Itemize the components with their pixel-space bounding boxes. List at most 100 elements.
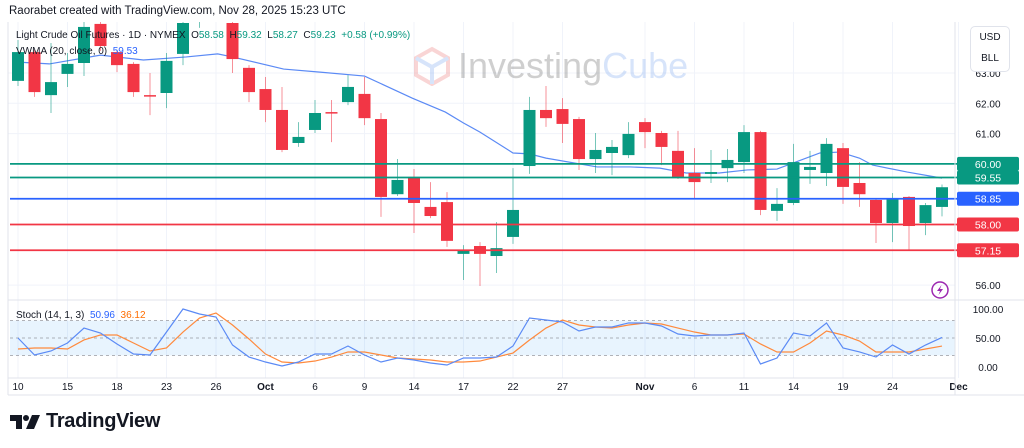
stoch-tick-label: 50.00 [975,334,1000,345]
candle-down [424,206,437,217]
candle-up [309,112,321,130]
x-tick-label: Oct [257,382,274,393]
candle-up [490,248,503,257]
candle-down [243,67,255,93]
stoch-tick-label: 0.00 [978,363,998,374]
candles [12,0,948,287]
candle-down [127,63,140,93]
candle-up [342,86,354,103]
stoch-d-value: 36.12 [120,310,146,321]
candle-down [853,182,866,195]
candle-up [160,60,173,93]
candle-up [804,166,816,170]
x-tick-label: 27 [557,382,569,393]
candle-down [556,109,569,124]
vwma-value: 59.53 [112,46,138,57]
x-tick-label: 14 [788,382,800,393]
candle-down [358,93,371,119]
candle-down [226,23,239,60]
symbol-title: Light Crude Oil Futures · 1D · NYMEX [16,30,186,41]
candle-down [573,119,585,160]
candle-up [820,143,833,173]
tradingview-logo-icon [10,414,40,429]
stoch-k-value: 50.96 [89,310,115,321]
level-tag [957,156,1019,171]
candle-up [705,172,717,174]
x-tick-label: 18 [111,382,123,393]
unit-label: BLL [981,53,999,64]
change-value: +0.58 (+0.99%) [341,30,411,41]
candle-down [655,132,668,147]
chart-credit: Raorabet created with TradingView.com, N… [9,5,346,17]
level-lines: 60.00 59.55 58.85 58.00 57.15 [10,156,1019,258]
candle-down [639,122,651,133]
stoch-label: Stoch (14, 1, 3) [16,310,85,321]
stoch-legend[interactable]: Stoch (14, 1, 3) 50.96 36.12 [16,310,146,321]
candle-down [210,0,222,12]
investingcube-watermark: InvestingCube [412,45,688,87]
level-tag [957,243,1019,258]
low-label: L [267,30,273,41]
x-tick-label: 9 [362,382,368,393]
candle-up [886,199,899,223]
low-value: 58.27 [272,30,298,41]
candle-up [606,146,618,153]
candle-up [622,133,635,156]
candle-up [177,23,189,54]
candle-down [754,132,767,210]
alert-icon[interactable] [931,281,949,299]
candle-up [936,187,948,207]
candle-up [457,250,470,254]
tradingview-logo[interactable]: TradingView [10,410,160,433]
x-tick-label: 6 [312,382,318,393]
candle-up [78,26,90,64]
open-value: 58.58 [198,30,224,41]
candle-up [194,0,206,21]
x-tick-label: Nov [636,382,655,393]
price-tick-label: 56.00 [975,281,1000,292]
candle-up [919,205,932,223]
cube-icon [414,46,450,86]
price-tick-label: 61.00 [975,130,1000,141]
candle-down [94,23,107,47]
level-tag [957,191,1019,206]
x-tick-label: 11 [739,382,750,393]
level-tag [957,217,1019,232]
candle-up [292,136,305,143]
candle-up [12,52,24,81]
close-label: C [303,30,311,41]
stoch-band-lines [10,320,955,356]
x-tick-label: 19 [837,382,849,393]
high-value: 59.32 [236,30,262,41]
candle-up [771,203,783,211]
stoch-tick-label: 100.00 [973,305,1004,316]
candle-down [325,112,338,114]
level-tag-label: 58.00 [975,220,1001,232]
x-tick-label: 6 [692,382,698,393]
stoch-d-line [17,312,943,364]
candle-down [540,109,552,119]
x-tick-label: 14 [408,382,420,393]
level-tag-label: 57.15 [975,245,1001,257]
level-tag-label: 59.55 [975,173,1001,185]
candle-down [837,148,849,187]
symbol-legend[interactable]: Light Crude Oil Futures · 1D · NYMEX O58… [16,30,410,41]
x-tick-label: 26 [210,382,222,393]
currency-label: USD [979,32,1001,43]
tradingview-logo-text: TradingView [46,410,161,432]
level-tag-label: 60.00 [975,159,1001,171]
candle-down [408,176,420,203]
candle-up [738,132,750,163]
x-tick-label: 23 [161,382,173,393]
vwma-legend[interactable]: VWMA (20, close, 0) 59.53 [16,46,138,57]
candle-down [441,202,453,241]
x-tick-label: 15 [62,382,74,393]
x-tick-label: 17 [458,382,470,393]
candle-up [787,162,800,203]
watermark-text-b: Cube [602,45,689,86]
candle-up [589,149,602,160]
candle-down [28,52,41,93]
candle-up [507,209,519,237]
currency-unit-button[interactable]: USD BLL [970,26,1010,72]
